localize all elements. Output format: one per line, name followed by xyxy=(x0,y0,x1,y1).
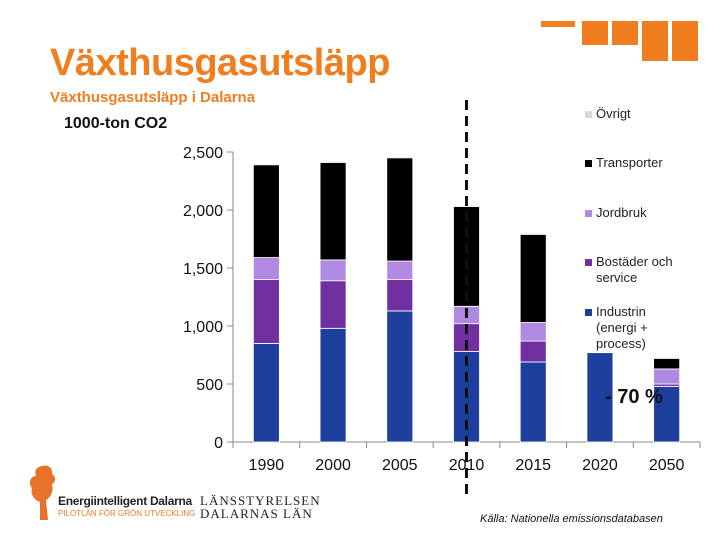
legend-swatch xyxy=(585,259,592,266)
bar-segment xyxy=(519,232,547,235)
page-subtitle: Växthusgasutsläpp i Dalarna xyxy=(50,89,256,106)
legend-swatch xyxy=(585,309,592,316)
bar-segment xyxy=(653,358,681,370)
x-tick-label: 2050 xyxy=(649,457,685,474)
bar-segment xyxy=(319,280,347,329)
legend-swatch xyxy=(585,160,592,167)
x-tick-label: 2010 xyxy=(449,457,485,474)
bar-segment xyxy=(386,156,414,159)
legend-item-transporter: Transporter xyxy=(585,155,663,171)
bar-segment xyxy=(319,259,347,282)
bar-segment xyxy=(386,279,414,312)
legend-label: Industrin (energi + process) xyxy=(596,304,648,351)
legend-label: Övrigt xyxy=(596,106,631,121)
bar-segment xyxy=(386,260,414,281)
decor-square xyxy=(642,21,668,61)
y-tick-label: 1,000 xyxy=(183,319,223,336)
x-tick-label: 2020 xyxy=(582,457,618,474)
legend-label: Bostäder och service xyxy=(596,254,673,285)
bar-segment xyxy=(319,162,347,261)
bar-segment xyxy=(252,257,280,280)
bar-segment xyxy=(252,163,280,166)
legend-label: Transporter xyxy=(596,155,663,170)
lansstyrelsen-line1: LÄNSSTYRELSEN xyxy=(200,493,321,508)
energiintelligent-tagline: PILOTLÄN FÖR GRÖN UTVECKLING xyxy=(58,509,196,518)
decor-square xyxy=(582,21,608,45)
bar-segment xyxy=(453,206,480,307)
x-tick-label: 2015 xyxy=(515,457,551,474)
bar-segment xyxy=(252,164,280,258)
page-title: Växthusgasutsläpp xyxy=(50,42,390,84)
decor-bar xyxy=(541,21,575,27)
y-tick-label: 2,000 xyxy=(183,203,223,220)
bar-segment xyxy=(653,368,681,385)
decor-square xyxy=(672,21,698,61)
bar-segment xyxy=(519,361,547,443)
bar-segment xyxy=(519,340,547,363)
bar-segment xyxy=(586,352,614,443)
x-tick-label: 1990 xyxy=(249,457,285,474)
legend-swatch xyxy=(585,210,592,217)
legend-item-ovrigt: Övrigt xyxy=(585,106,631,122)
y-tick-label: 1,500 xyxy=(183,261,223,278)
bar-segment xyxy=(319,327,347,443)
lansstyrelsen-line2: DALARNAS LÄN xyxy=(200,506,313,521)
legend-item-bostader: Bostäder och service xyxy=(585,254,695,286)
legend-swatch xyxy=(585,111,592,118)
legend-item-jordbruk: Jordbruk xyxy=(585,205,647,221)
bar-segment xyxy=(252,342,280,443)
y-axis-label: 1000-ton CO2 xyxy=(64,115,168,132)
source-note: Källa: Nationella emissionsdatabasen xyxy=(480,513,663,525)
bar-segment xyxy=(386,310,414,443)
legend-item-industrin: Industrin (energi + process) xyxy=(585,304,675,352)
lansstyrelsen-logo: LÄNSSTYRELSEN DALARNAS LÄN xyxy=(200,494,321,520)
bar-segment xyxy=(252,279,280,344)
reduction-annotation: - 70 % xyxy=(605,386,663,408)
legend-label: Jordbruk xyxy=(596,205,647,220)
y-tick-label: 500 xyxy=(196,377,223,394)
x-tick-label: 2000 xyxy=(315,457,351,474)
energiintelligent-name: Energiintelligent Dalarna xyxy=(58,494,192,508)
bar-segment xyxy=(386,157,414,262)
decor-square xyxy=(612,21,638,45)
bar-segment xyxy=(519,233,547,323)
energiintelligent-logo: Energiintelligent Dalarna PILOTLÄN FÖR G… xyxy=(28,462,195,524)
y-tick-label: 2,500 xyxy=(183,145,223,162)
bar-segment xyxy=(519,322,547,342)
x-tick-label: 2005 xyxy=(382,457,418,474)
horse-emblem-icon xyxy=(29,465,55,520)
y-tick-label: 0 xyxy=(214,435,223,452)
bar-segment xyxy=(319,160,347,163)
